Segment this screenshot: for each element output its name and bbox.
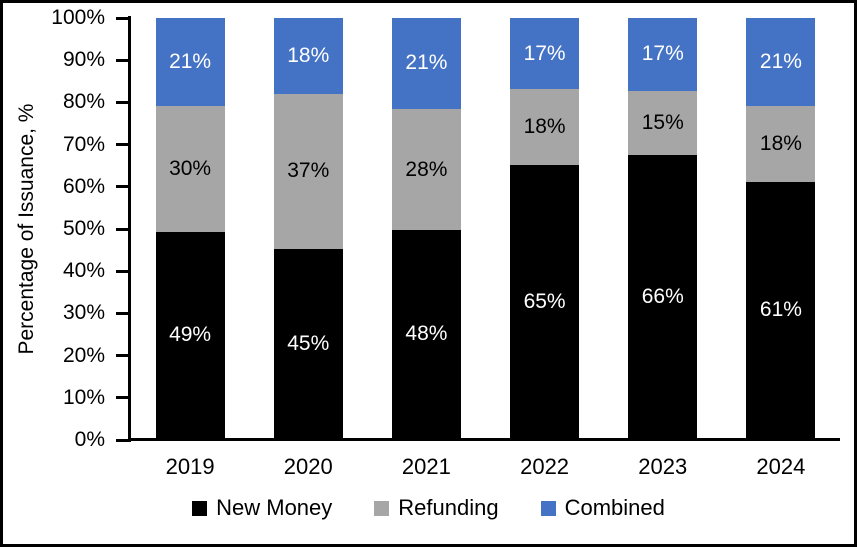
y-axis-title: Percentage of Issuance, % xyxy=(15,103,38,355)
y-tick-mark xyxy=(116,58,129,62)
legend-item-new-money: New Money xyxy=(192,495,332,521)
segment-value-label: 30% xyxy=(169,157,212,181)
segment-value-label: 18% xyxy=(523,115,566,139)
segment-new-money: 45% xyxy=(273,249,343,438)
segment-value-label: 61% xyxy=(759,297,802,321)
segment-combined: 17% xyxy=(628,18,698,91)
segment-new-money: 49% xyxy=(155,232,225,438)
y-tick-label: 0% xyxy=(74,428,105,451)
plot-area: 49% 30% 21% 45% 37% 18% 48% 28% 21% 65% 18% 17% 66% 1… xyxy=(131,18,840,438)
legend-swatch-icon xyxy=(540,500,556,516)
segment-value-label: 21% xyxy=(169,50,212,74)
x-axis-label-2022: 2022 xyxy=(520,454,570,479)
y-tick-mark xyxy=(116,396,129,400)
y-tick-mark xyxy=(116,16,129,20)
y-tick-mark xyxy=(116,100,129,104)
bar-2019: 49% 30% 21% xyxy=(155,18,225,438)
x-axis-labels: 2019 2020 2021 2022 2023 2024 xyxy=(131,454,840,482)
segment-value-label: 49% xyxy=(169,323,212,347)
segment-new-money: 66% xyxy=(628,155,698,438)
segment-value-label: 21% xyxy=(759,50,802,74)
y-tick-label: 60% xyxy=(62,174,105,198)
bar-2024: 61% 18% 21% xyxy=(746,18,816,438)
segment-combined: 21% xyxy=(155,18,225,107)
segment-new-money: 48% xyxy=(391,230,461,438)
y-tick-label: 100% xyxy=(51,6,105,29)
y-tick-label: 20% xyxy=(62,343,105,367)
segment-value-label: 17% xyxy=(641,42,684,66)
x-axis-label-2024: 2024 xyxy=(756,454,806,479)
segment-value-label: 45% xyxy=(287,331,330,355)
bar-2023: 66% 15% 17% xyxy=(628,18,698,438)
segment-refunding: 18% xyxy=(510,89,580,165)
y-tick-mark xyxy=(116,185,129,189)
segment-new-money: 65% xyxy=(510,165,580,438)
segment-refunding: 28% xyxy=(391,108,461,231)
chart-stage: Percentage of Issuance, % 0% 10% 20% 30% 40%… xyxy=(3,3,854,544)
segment-value-label: 65% xyxy=(523,289,566,313)
x-axis-label-2019: 2019 xyxy=(165,454,215,479)
segment-value-label: 15% xyxy=(641,111,684,134)
y-tick-label: 70% xyxy=(62,132,105,156)
legend-label: Combined xyxy=(564,495,665,520)
segment-combined: 18% xyxy=(273,18,343,94)
y-tick-mark xyxy=(116,227,129,231)
segment-value-label: 17% xyxy=(523,41,566,65)
x-axis-label-2020: 2020 xyxy=(283,454,333,479)
segment-value-label: 66% xyxy=(641,284,684,308)
y-tick-mark xyxy=(116,438,129,442)
segment-combined: 21% xyxy=(746,18,816,107)
legend-item-refunding: Refunding xyxy=(374,495,499,521)
y-tick-mark xyxy=(116,354,129,358)
segment-value-label: 18% xyxy=(287,43,330,67)
y-tick-label: 90% xyxy=(62,48,105,72)
legend-item-combined: Combined xyxy=(540,495,665,521)
segment-value-label: 21% xyxy=(405,51,448,75)
y-tick-mark xyxy=(116,269,129,273)
x-axis-line xyxy=(128,438,840,441)
legend-label: New Money xyxy=(216,495,333,520)
bar-2020: 45% 37% 18% xyxy=(273,18,343,438)
y-tick-label: 10% xyxy=(62,385,105,409)
legend: New Money Refunding Combined xyxy=(3,495,854,521)
legend-label: Refunding xyxy=(398,495,499,520)
y-tick-label: 50% xyxy=(62,217,105,240)
y-tick-mark xyxy=(116,311,129,315)
y-tick-mark xyxy=(116,143,129,147)
y-tick-label: 40% xyxy=(62,259,105,283)
x-axis-label-2023: 2023 xyxy=(638,454,688,479)
segment-combined: 17% xyxy=(510,18,580,90)
segment-combined: 21% xyxy=(391,18,461,109)
segment-value-label: 48% xyxy=(405,322,448,346)
bar-2022: 65% 18% 17% xyxy=(510,18,580,438)
x-axis-label-2021: 2021 xyxy=(401,454,451,479)
segment-refunding: 37% xyxy=(273,93,343,249)
y-tick-label: 30% xyxy=(62,301,105,325)
segment-new-money: 61% xyxy=(746,181,816,438)
legend-swatch-icon xyxy=(374,500,390,516)
bar-2021: 48% 28% 21% xyxy=(391,18,461,438)
segment-refunding: 18% xyxy=(746,106,816,182)
legend-swatch-icon xyxy=(192,500,208,516)
segment-value-label: 18% xyxy=(759,132,802,155)
segment-value-label: 28% xyxy=(405,157,448,181)
segment-refunding: 30% xyxy=(155,106,225,233)
segment-value-label: 37% xyxy=(287,159,330,183)
y-axis-line xyxy=(128,16,131,442)
segment-refunding: 15% xyxy=(628,90,698,156)
y-tick-label: 80% xyxy=(62,90,105,114)
